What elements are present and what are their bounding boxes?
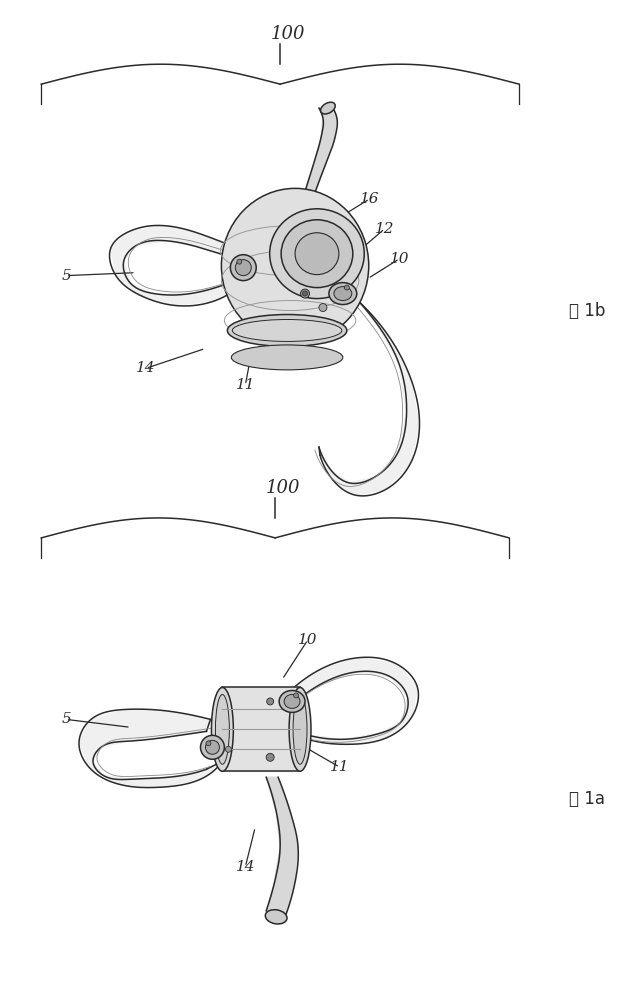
Ellipse shape — [231, 255, 256, 281]
Text: 11: 11 — [236, 378, 255, 392]
Ellipse shape — [265, 910, 287, 924]
Text: 图 1a: 图 1a — [569, 790, 605, 808]
Text: 12: 12 — [375, 222, 394, 236]
Ellipse shape — [205, 740, 219, 754]
Text: 14: 14 — [136, 361, 156, 375]
Ellipse shape — [215, 694, 229, 764]
Ellipse shape — [295, 233, 339, 275]
Text: 100: 100 — [271, 25, 305, 43]
Text: 100: 100 — [266, 479, 300, 497]
Ellipse shape — [321, 102, 335, 114]
Ellipse shape — [231, 345, 343, 370]
Ellipse shape — [221, 188, 369, 343]
Text: 10: 10 — [298, 633, 318, 647]
Ellipse shape — [289, 687, 311, 771]
Polygon shape — [79, 709, 223, 787]
Polygon shape — [111, 226, 241, 306]
Ellipse shape — [232, 320, 342, 341]
Polygon shape — [319, 288, 420, 495]
Ellipse shape — [284, 694, 300, 708]
Ellipse shape — [270, 209, 365, 299]
Polygon shape — [280, 658, 417, 744]
Ellipse shape — [267, 698, 273, 705]
Ellipse shape — [206, 741, 211, 746]
Text: 11: 11 — [330, 760, 350, 774]
Ellipse shape — [301, 289, 309, 298]
Ellipse shape — [344, 285, 349, 290]
Polygon shape — [303, 108, 337, 198]
Ellipse shape — [279, 690, 305, 712]
Ellipse shape — [236, 260, 251, 276]
Text: 14: 14 — [236, 860, 255, 874]
Ellipse shape — [228, 315, 347, 346]
Ellipse shape — [211, 687, 233, 771]
Ellipse shape — [200, 735, 224, 759]
Ellipse shape — [226, 746, 231, 752]
Ellipse shape — [293, 694, 307, 764]
Polygon shape — [266, 777, 298, 917]
Ellipse shape — [329, 283, 356, 305]
Text: 5: 5 — [61, 269, 71, 283]
Ellipse shape — [294, 693, 299, 698]
Ellipse shape — [303, 291, 308, 296]
Ellipse shape — [266, 753, 274, 761]
Ellipse shape — [319, 304, 327, 312]
Text: 图 1b: 图 1b — [569, 302, 605, 320]
Text: 5: 5 — [61, 712, 71, 726]
Text: 10: 10 — [390, 252, 409, 266]
Ellipse shape — [334, 287, 352, 301]
Polygon shape — [223, 687, 300, 771]
Ellipse shape — [281, 220, 353, 288]
Ellipse shape — [237, 259, 242, 264]
Text: 16: 16 — [360, 192, 379, 206]
